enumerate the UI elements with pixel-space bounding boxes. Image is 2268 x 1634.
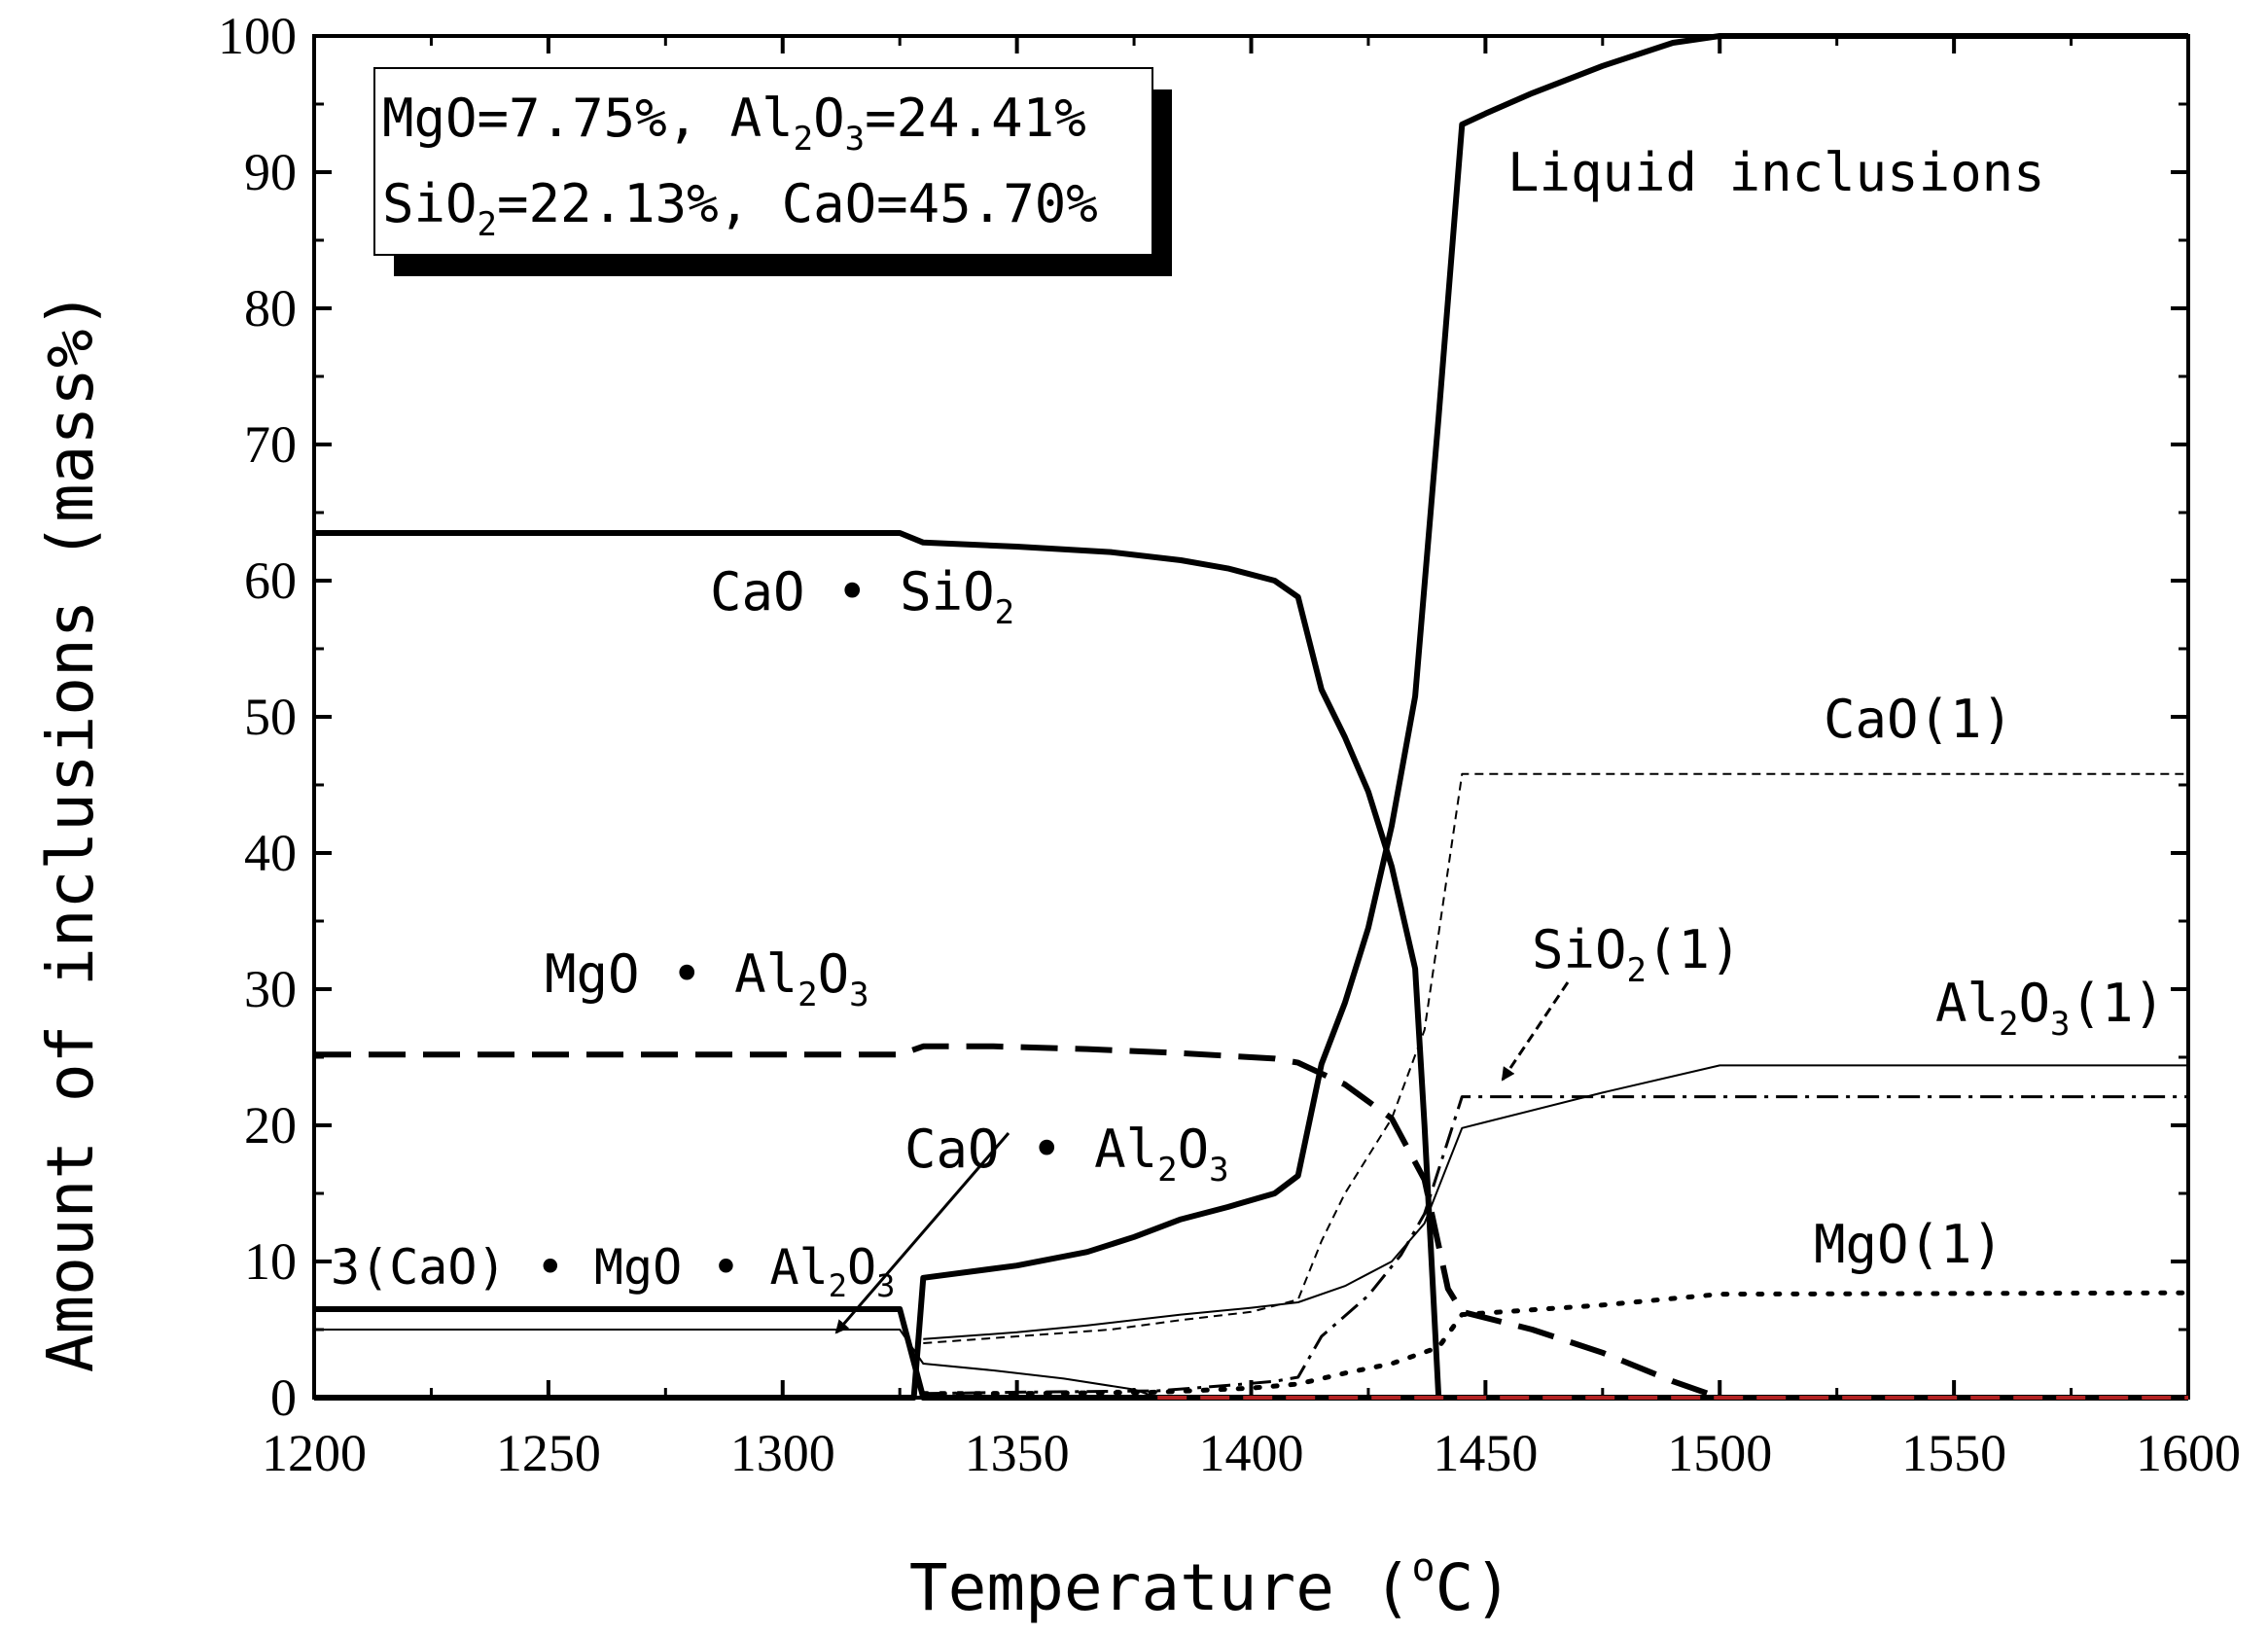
y-tick-label: 60 (244, 551, 297, 610)
y-tick-label: 10 (244, 1232, 297, 1291)
label-mgo-liquid: MgO(1) (1814, 1214, 2003, 1275)
y-tick-label: 80 (244, 279, 297, 337)
y-tick-label: 0 (270, 1368, 297, 1427)
series-line-mgo-al2o3 (314, 1043, 2188, 1401)
label-al2o3-liquid: Al2O3(1) (1935, 973, 2165, 1044)
label-cao-liquid: CaO(1) (1824, 689, 2013, 750)
x-tick-label: 1500 (1667, 1424, 1772, 1482)
arrow-cao-al2o3 (834, 1132, 1010, 1334)
x-tick-label: 1600 (2136, 1424, 2241, 1482)
series-line-cao-sio2 (314, 530, 2188, 1401)
x-tick-label: 1400 (1199, 1424, 1304, 1482)
composition-box-frame (373, 67, 1153, 256)
series-line-cao-al2o3 (314, 1329, 2188, 1399)
label-liquid-inclusions: Liquid inclusions (1507, 142, 2045, 203)
label-3cao-mgo-al2o3: 3(CaO) • MgO • Al2O3 (331, 1239, 895, 1304)
series-line-al2o3-1 (923, 1064, 2188, 1340)
series-layer (314, 33, 2191, 1401)
arrow-sio2-liquid (1501, 981, 1570, 1082)
y-tick-label: 100 (218, 7, 297, 65)
x-tick-label: 1450 (1433, 1424, 1538, 1482)
y-tick-label: 30 (244, 960, 297, 1018)
y-tick-label: 20 (244, 1096, 297, 1154)
composition-line-1: MgO=7.75%, Al2O3=24.41% (382, 88, 1086, 159)
x-tick-label: 1300 (730, 1424, 835, 1482)
label-cao-sio2: CaO • SiO2 (710, 561, 1014, 632)
y-tick-label: 50 (244, 688, 297, 746)
y-tick-label: 70 (244, 415, 297, 474)
x-tick-label: 1200 (262, 1424, 367, 1482)
plot-axes: 1200 1250 1300 1350 1400 1450 1500 1550 1600 0 10 2… (218, 7, 2241, 1482)
series-line-cao-1 (923, 772, 2188, 1344)
y-tick-label: 40 (244, 824, 297, 882)
label-sio2-liquid: SiO2(1) (1532, 919, 1742, 990)
composition-box: MgO=7.75%, Al2O3=24.41% SiO2=22.13%, CaO… (373, 67, 1172, 276)
label-cao-al2o3: CaO • Al2O3 (904, 1119, 1229, 1190)
label-mgo-al2o3: MgO • Al2O3 (545, 943, 869, 1014)
y-tick-label: 90 (244, 143, 297, 201)
x-tick-label: 1550 (1901, 1424, 2006, 1482)
x-tick-label: 1350 (965, 1424, 1070, 1482)
y-axis-title: Amount of inclusions (mass%) (33, 291, 108, 1373)
series-line-liquid-inclusions (314, 33, 2188, 1401)
x-tick-label: 1250 (496, 1424, 601, 1482)
composition-line-2: SiO2=22.13%, CaO=45.70% (382, 173, 1098, 244)
series-line-mgo-1 (920, 1290, 2191, 1397)
x-axis-title: Temperature (oC) (909, 1545, 1512, 1625)
